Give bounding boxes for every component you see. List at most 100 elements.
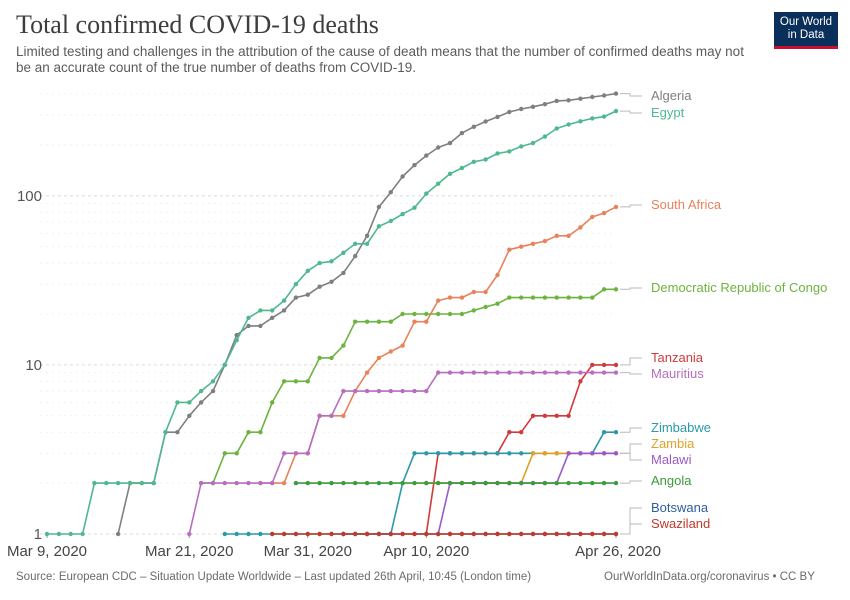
- data-point: [507, 430, 512, 435]
- data-point: [459, 165, 465, 171]
- data-point: [495, 272, 500, 278]
- data-point: [578, 451, 583, 456]
- data-point: [601, 480, 607, 486]
- data-point: [519, 106, 524, 112]
- data-point: [459, 311, 465, 317]
- data-point: [246, 480, 251, 486]
- data-point: [424, 480, 429, 486]
- data-point: [554, 98, 559, 104]
- data-point: [305, 379, 310, 384]
- data-point: [317, 531, 322, 537]
- data-point: [495, 151, 500, 156]
- data-point: [601, 370, 607, 375]
- data-point: [364, 531, 370, 537]
- series-line: [426, 452, 616, 484]
- data-point: [376, 224, 382, 229]
- data-point: [601, 362, 607, 368]
- label-leader-line: [620, 443, 642, 454]
- data-point: [329, 355, 334, 361]
- series-line: [117, 92, 617, 535]
- data-point: [376, 480, 382, 486]
- data-point: [483, 451, 488, 456]
- data-point: [483, 480, 488, 486]
- data-point: [613, 91, 619, 96]
- x-tick-label: Apr 26, 2020: [575, 543, 661, 560]
- data-point: [495, 114, 500, 120]
- data-point: [601, 451, 607, 456]
- data-point: [554, 370, 559, 375]
- data-point: [436, 311, 441, 317]
- data-point: [507, 149, 512, 154]
- data-point: [424, 191, 429, 196]
- data-point: [210, 388, 216, 394]
- data-point: [400, 388, 405, 394]
- data-point: [56, 531, 62, 537]
- data-point: [376, 531, 382, 537]
- data-point: [163, 430, 168, 435]
- data-point: [519, 430, 524, 435]
- data-point: [601, 531, 607, 537]
- data-point: [613, 531, 619, 537]
- data-point: [68, 531, 73, 537]
- data-point: [578, 295, 583, 300]
- data-point: [447, 531, 453, 537]
- data-point: [341, 343, 346, 348]
- data-point: [447, 480, 453, 486]
- data-point: [495, 451, 500, 456]
- data-point: [388, 388, 393, 394]
- data-point: [281, 379, 287, 384]
- data-point: [364, 319, 370, 324]
- data-point: [400, 211, 405, 217]
- data-point: [341, 413, 346, 418]
- data-point: [364, 233, 370, 238]
- data-point: [519, 370, 524, 375]
- data-point: [115, 480, 121, 486]
- owid-logo[interactable]: Our World in Data: [774, 12, 838, 49]
- data-point: [222, 451, 227, 456]
- data-point: [613, 287, 619, 292]
- data-point: [436, 145, 441, 150]
- data-point: [341, 270, 346, 276]
- data-point: [613, 370, 619, 375]
- data-point: [412, 162, 417, 168]
- data-point: [317, 284, 322, 289]
- data-point: [258, 480, 263, 486]
- data-point: [424, 388, 429, 394]
- data-point: [400, 311, 405, 317]
- data-point: [305, 451, 310, 456]
- data-point: [293, 451, 299, 456]
- data-point: [590, 451, 595, 456]
- data-point: [530, 480, 536, 486]
- credit-link[interactable]: OurWorldInData.org/coronavirus • CC BY: [604, 571, 815, 583]
- data-point: [613, 430, 619, 435]
- data-point: [436, 531, 441, 537]
- data-point: [530, 241, 536, 246]
- data-point: [329, 413, 334, 418]
- data-point: [341, 480, 346, 486]
- data-point: [139, 480, 144, 486]
- data-point: [447, 311, 453, 317]
- data-point: [270, 308, 275, 313]
- series-end-label: Botswana: [651, 500, 709, 515]
- data-point: [424, 311, 429, 317]
- data-point: [424, 531, 429, 537]
- data-point: [519, 295, 524, 300]
- data-point: [293, 282, 299, 287]
- data-point: [234, 531, 239, 537]
- data-point: [400, 343, 405, 348]
- data-point: [436, 370, 441, 375]
- data-point: [507, 247, 512, 252]
- data-point: [341, 388, 346, 394]
- data-point: [590, 362, 595, 368]
- data-point: [305, 292, 310, 297]
- data-point: [578, 96, 583, 101]
- data-point: [542, 413, 548, 418]
- data-point: [305, 480, 310, 486]
- series-end-label: Algeria: [651, 88, 692, 103]
- series-line: [425, 364, 616, 535]
- x-tick-label: Mar 31, 2020: [264, 543, 352, 560]
- data-point: [566, 413, 571, 418]
- data-point: [246, 531, 251, 537]
- data-point: [400, 174, 405, 179]
- data-point: [127, 480, 133, 486]
